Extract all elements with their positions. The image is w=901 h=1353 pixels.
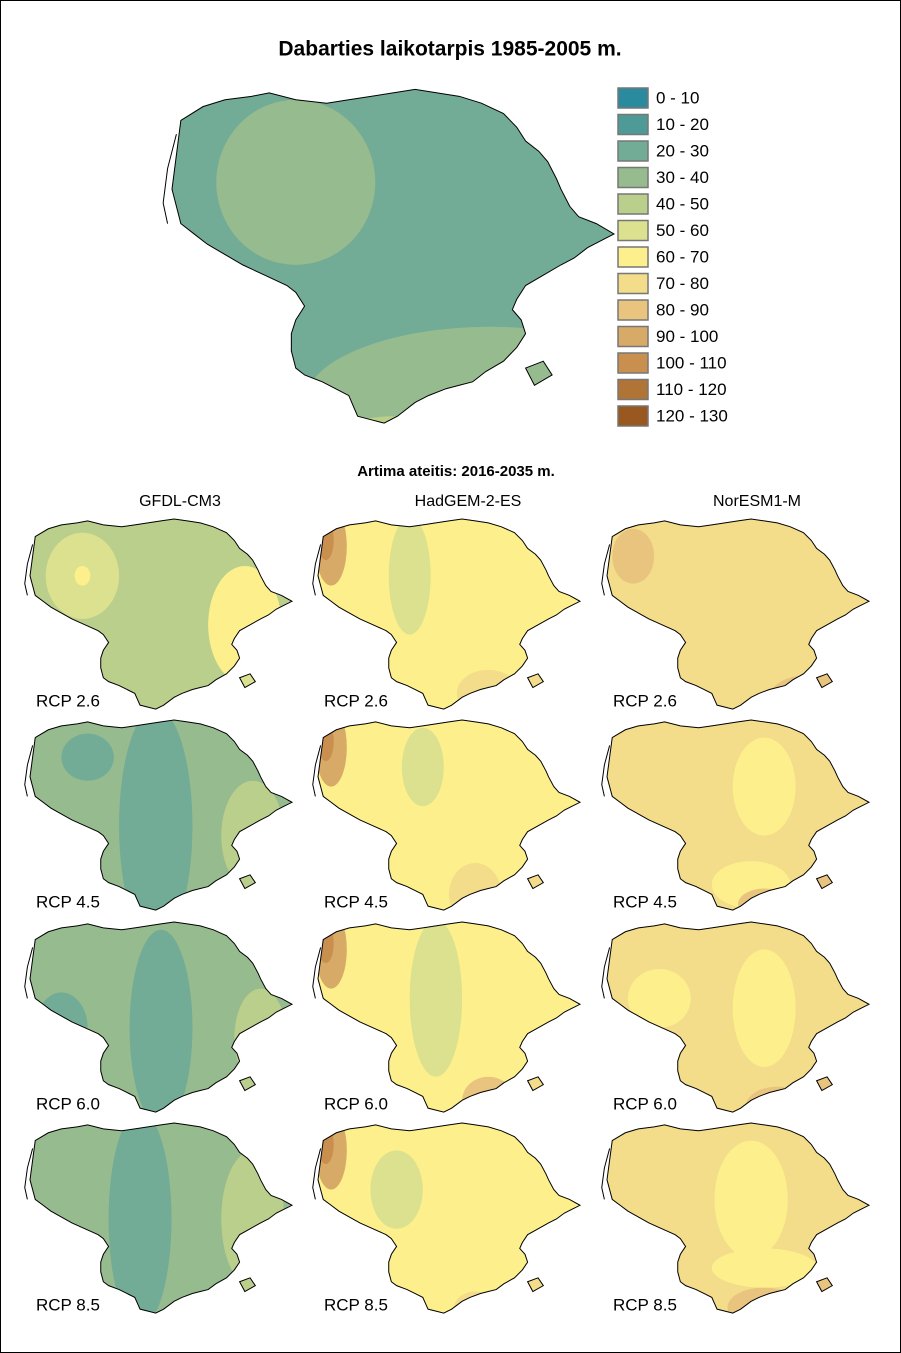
scenario-label: RCP 6.0: [613, 1094, 677, 1113]
zone: [733, 949, 796, 1067]
zone: [61, 734, 113, 781]
scenario-label: RCP 2.6: [613, 691, 677, 710]
legend-swatch: [618, 221, 648, 241]
legend-swatch: [618, 88, 648, 108]
zone: [389, 517, 431, 635]
legend-swatch: [618, 274, 648, 294]
legend-label: 30 - 40: [656, 168, 709, 187]
model-name: NorESM1-M: [713, 493, 801, 510]
legend-label: 100 - 110: [656, 353, 727, 372]
figure: Dabarties laikotarpis 1985-2005 m. Artim…: [0, 0, 901, 1353]
legend-swatch: [618, 327, 648, 347]
legend-swatch: [618, 141, 648, 161]
legend-swatch: [618, 380, 648, 400]
legend-label: 90 - 100: [656, 327, 718, 346]
legend-swatch: [618, 168, 648, 188]
legend-swatch: [618, 115, 648, 135]
legend-swatch: [618, 194, 648, 214]
scenario-label: RCP 2.6: [324, 691, 388, 710]
legend-swatch: [618, 247, 648, 267]
zone: [216, 100, 375, 265]
legend-label: 110 - 120: [656, 380, 727, 399]
zone: [733, 738, 796, 836]
zone: [410, 920, 462, 1077]
legend-label: 0 - 10: [656, 88, 699, 107]
scenario-label: RCP 2.6: [36, 691, 100, 710]
legend-swatch: [618, 406, 648, 426]
scenario-label: RCP 4.5: [613, 892, 677, 911]
legend-label: 10 - 20: [656, 115, 709, 134]
zone: [75, 566, 91, 586]
scenario-label: RCP 4.5: [324, 892, 388, 911]
model-name: GFDL-CM3: [139, 493, 221, 510]
subtitle: Artima ateitis: 2016-2035 m.: [357, 463, 555, 480]
zone: [612, 529, 654, 584]
legend-label: 60 - 70: [656, 247, 709, 266]
legend-label: 80 - 90: [656, 300, 709, 319]
scenario-label: RCP 6.0: [36, 1094, 100, 1113]
scenario-label: RCP 8.5: [613, 1295, 677, 1314]
scenario-label: RCP 6.0: [324, 1094, 388, 1113]
legend-swatch: [618, 353, 648, 373]
legend-label: 40 - 50: [656, 194, 709, 213]
scenario-label: RCP 8.5: [36, 1295, 100, 1314]
legend-label: 20 - 30: [656, 141, 709, 160]
title: Dabarties laikotarpis 1985-2005 m.: [278, 38, 621, 61]
legend-swatch: [618, 300, 648, 320]
scenario-label: RCP 8.5: [324, 1295, 388, 1314]
zone: [402, 728, 444, 806]
legend-label: 50 - 60: [656, 221, 709, 240]
legend-label: 70 - 80: [656, 274, 709, 293]
legend-label: 120 - 130: [656, 406, 728, 425]
zone: [714, 1141, 787, 1259]
scenario-label: RCP 4.5: [36, 892, 100, 911]
page: Dabarties laikotarpis 1985-2005 m. Artim…: [0, 0, 901, 1353]
zone: [370, 1150, 422, 1228]
model-name: HadGEM-2-ES: [415, 493, 522, 510]
